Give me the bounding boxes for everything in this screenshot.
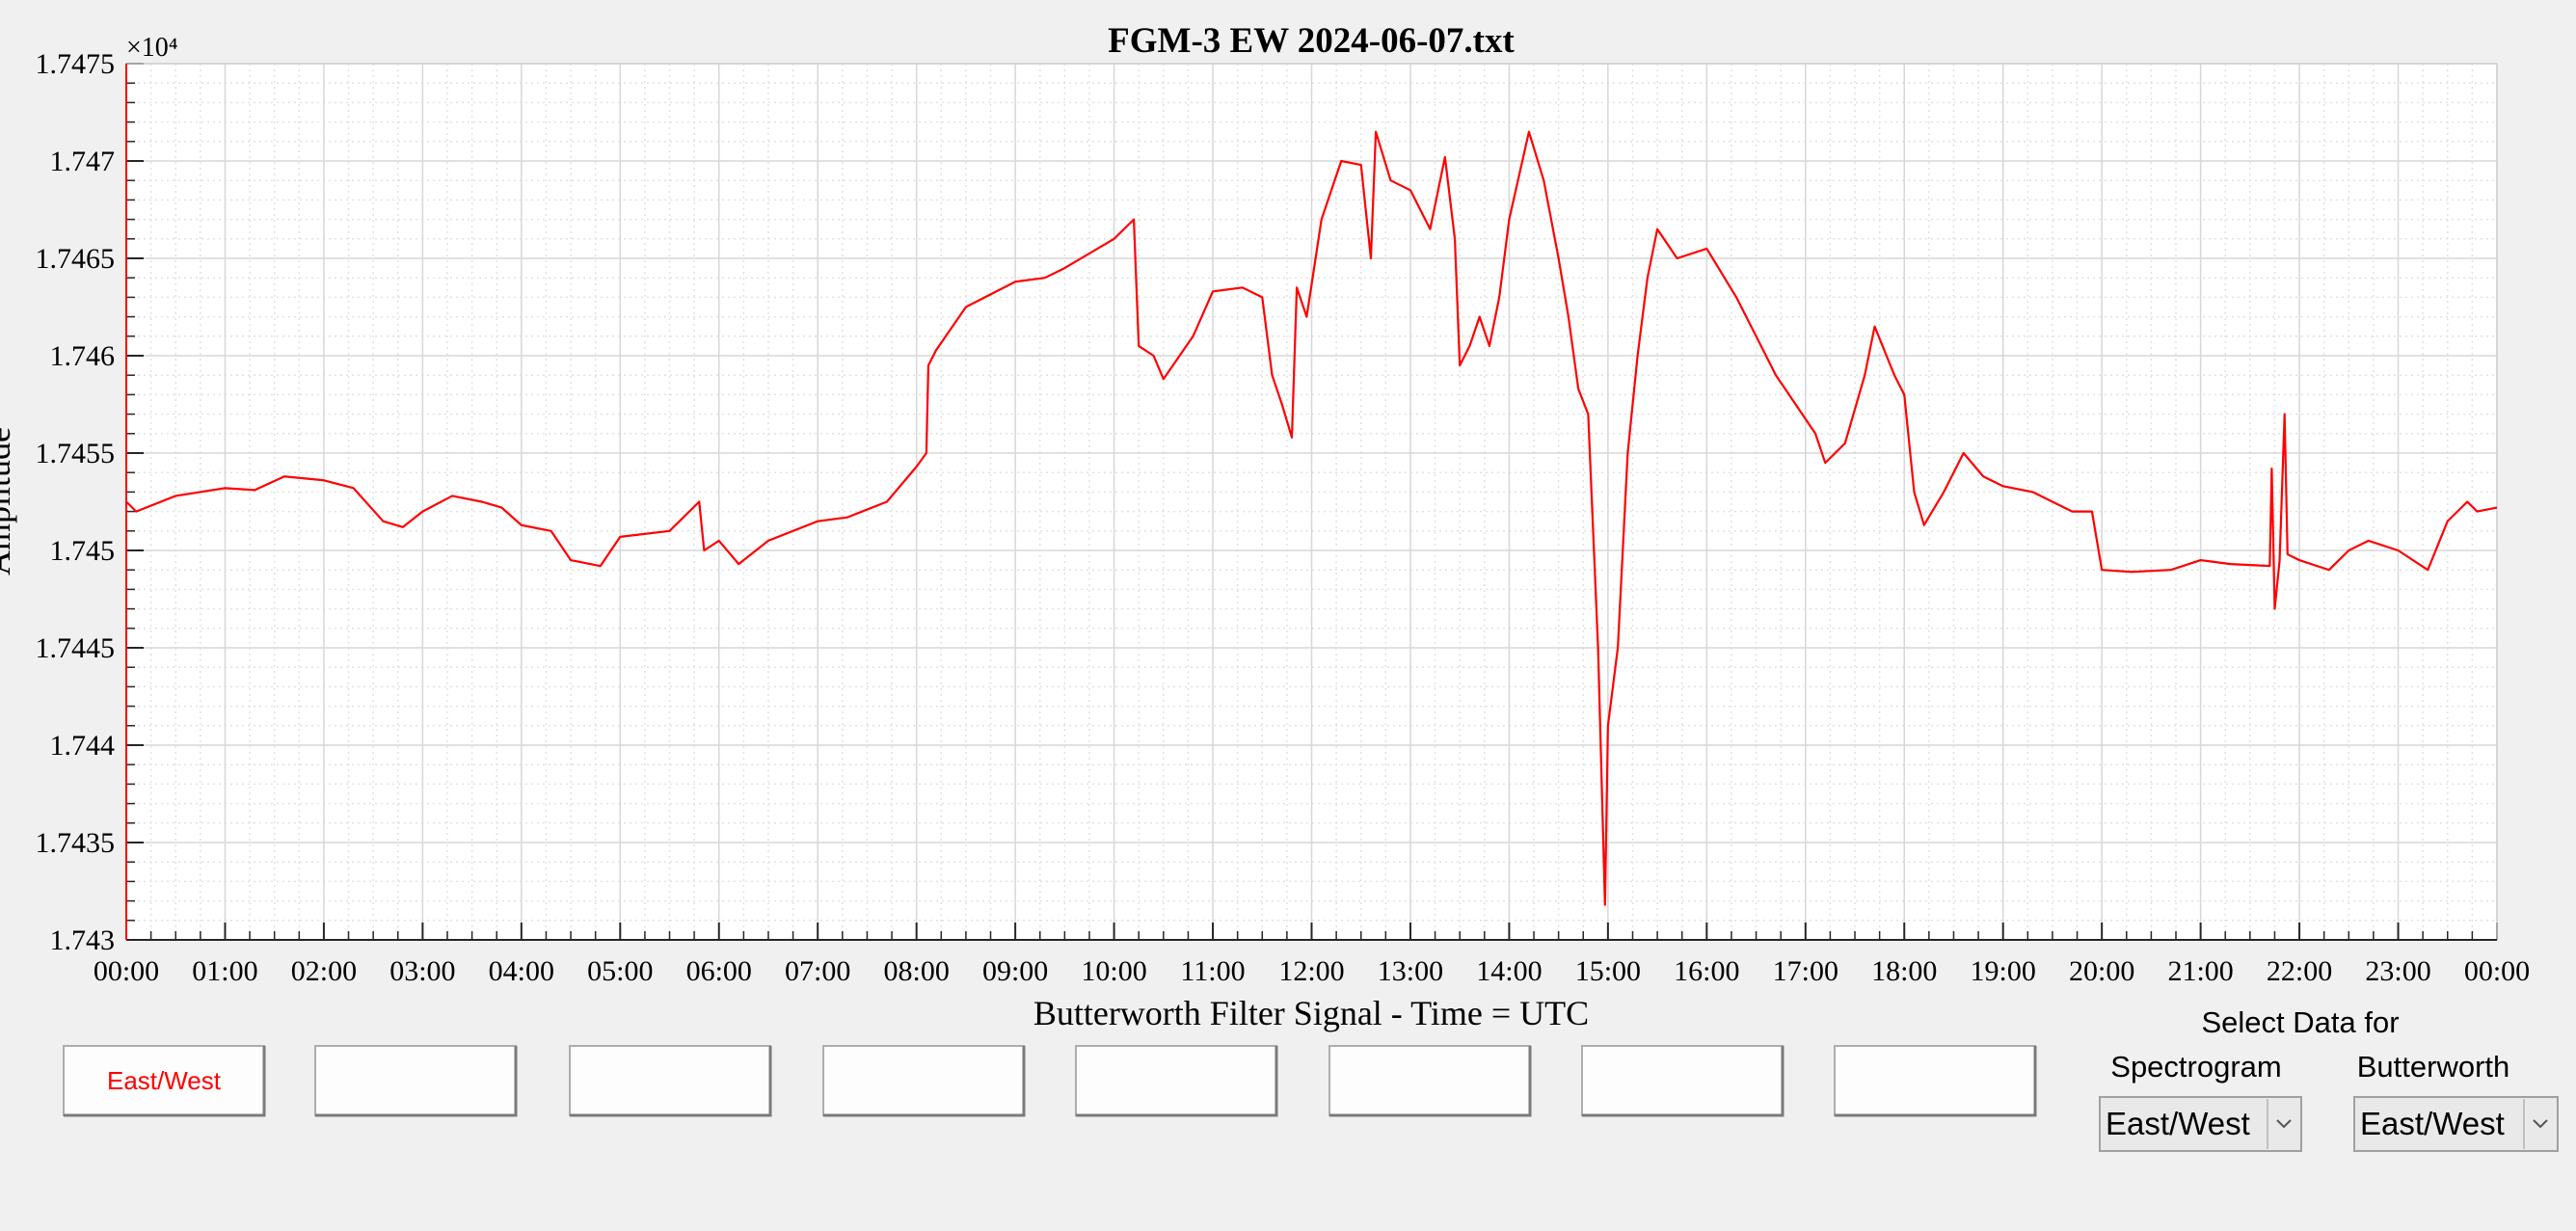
data-line [125,130,2498,906]
select-title: Select Data for [2201,1005,2399,1039]
y-tick-label: 1.745 [50,535,116,567]
button-label: East/West [107,1066,222,1095]
x-tick-label: 20:00 [2069,955,2134,987]
x-tick-label: 07:00 [785,955,850,987]
button[interactable]: East/West [63,1045,266,1117]
x-tick-label: 15:00 [1575,955,1641,987]
y-exponent: ×10⁴ [126,33,178,63]
button[interactable] [1581,1045,1784,1117]
x-tick-label: 23:00 [2365,955,2430,987]
y-axis-label: Amplitude [0,427,17,575]
button[interactable] [822,1045,1026,1117]
x-tick-label: 19:00 [1971,955,2036,987]
butterworth-dropdown[interactable]: East/West [2353,1096,2559,1152]
y-tick-label: 1.744 [50,730,116,762]
button[interactable] [314,1045,518,1117]
x-tick-label: 14:00 [1476,955,1542,987]
x-tick-label: 01:00 [192,955,257,987]
x-tick-label: 17:00 [1773,955,1838,987]
chart-title: FGM-3 EW 2024-06-07.txt [1108,21,1515,61]
x-tick-label: 16:00 [1674,955,1739,987]
dropdown-value: East/West [2360,1106,2505,1141]
button[interactable] [1834,1045,2037,1117]
x-tick-label: 03:00 [389,955,455,987]
x-tick-label: 06:00 [686,955,752,987]
x-tick-label: 05:00 [587,955,653,987]
x-tick-label: 02:00 [291,955,357,987]
x-tick-label: 18:00 [1871,955,1937,987]
x-tick-label: 21:00 [2167,955,2233,987]
x-tick-label: 10:00 [1081,955,1146,987]
x-tick-label: 00:00 [2464,955,2530,987]
y-tick-label: 1.7435 [36,827,116,859]
button[interactable] [1328,1045,1532,1117]
y-tick-label: 1.7445 [36,632,116,664]
x-axis-label: Butterworth Filter Signal - Time = UTC [1033,994,1589,1032]
dropdown-value: East/West [2106,1106,2250,1141]
x-tick-label: 04:00 [489,955,554,987]
x-tick-label: 09:00 [982,955,1048,987]
x-tick-label: 22:00 [2267,955,2332,987]
x-tick-label: 08:00 [883,955,949,987]
y-tick-label: 1.7465 [36,243,116,275]
spectrogram-label: Spectrogram [2110,1050,2281,1084]
x-tick-label: 00:00 [94,955,159,987]
select-panel: Select Data for Spectrogram Butterworth … [2099,1005,2559,1152]
y-tick-label: 1.747 [50,146,116,177]
x-tick-label: 12:00 [1278,955,1344,987]
x-tick-label: 11:00 [1180,955,1245,987]
button[interactable] [569,1045,772,1117]
y-tick-label: 1.7475 [36,48,116,80]
y-tick-label: 1.743 [50,924,116,956]
spectrogram-dropdown[interactable]: East/West [2099,1096,2302,1152]
butterworth-label: Butterworth [2357,1050,2510,1084]
channel-buttons: East/West [63,1045,2037,1117]
y-tick-label: 1.7455 [36,438,116,469]
button[interactable] [1075,1045,1278,1117]
x-tick-label: 13:00 [1378,955,1443,987]
y-tick-label: 1.746 [50,340,116,372]
